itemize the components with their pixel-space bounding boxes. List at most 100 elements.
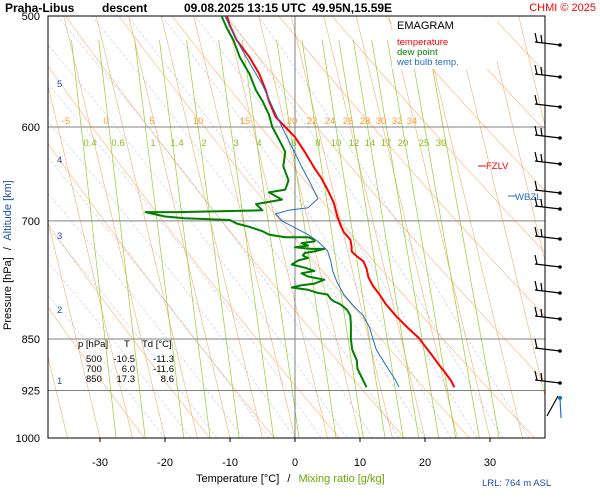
pressure-tick-label: 600 bbox=[22, 122, 40, 134]
dry-adiabat-line bbox=[48, 143, 275, 438]
values-table: p [hPa] T Td [°C] 500 -10.5 -11.3 700 6.… bbox=[78, 339, 174, 385]
moist-adiabat-line bbox=[48, 295, 166, 438]
sounding-temperature-line bbox=[225, 16, 456, 388]
isotherm-line bbox=[485, 16, 545, 262]
isotherm-line bbox=[225, 16, 328, 438]
isotherm-line bbox=[160, 16, 263, 438]
mixing-ratio-line bbox=[98, 39, 146, 438]
wind-barb-shaft bbox=[534, 235, 561, 240]
y-axis-title: Pressure [hPa] / Altitude [km] bbox=[2, 180, 14, 330]
wind-barb-shaft bbox=[534, 103, 561, 108]
isotherm-label: 24 bbox=[325, 116, 336, 127]
mixing-ratio-line bbox=[301, 39, 364, 438]
isotherm-line bbox=[388, 16, 491, 438]
table-cell: -11.6 bbox=[153, 364, 174, 375]
isotherm-line bbox=[258, 16, 361, 438]
wind-barb-dot bbox=[558, 317, 562, 321]
wind-barb-feather bbox=[540, 308, 543, 318]
wind-barb-feather bbox=[534, 254, 538, 265]
wind-barb-feather bbox=[534, 226, 538, 237]
isotherm-line bbox=[128, 16, 231, 438]
wind-barb-shaft bbox=[534, 73, 561, 78]
wind-barb-feather bbox=[534, 370, 538, 381]
legend-title: EMAGRAM bbox=[397, 20, 454, 32]
dry-adiabat-line bbox=[171, 16, 535, 438]
moist-adiabat-line bbox=[161, 16, 452, 438]
x-axis-separator: / bbox=[287, 473, 291, 485]
moist-adiabat-line bbox=[48, 227, 218, 438]
legend-box bbox=[392, 17, 497, 69]
wind-barb-feather bbox=[534, 32, 538, 43]
wind-barb-shaft bbox=[534, 134, 561, 139]
isotherm-label: 20 bbox=[287, 116, 298, 127]
wind-barb-dot bbox=[558, 105, 562, 109]
altitude-tick-label: 4 bbox=[57, 155, 62, 166]
x-tick-label: 10 bbox=[354, 457, 366, 469]
isotherm-label: 28 bbox=[360, 116, 371, 127]
isotherm-label: 10 bbox=[193, 116, 204, 127]
station-name: Praha-Libus bbox=[5, 1, 75, 15]
isotherm-line bbox=[518, 16, 545, 127]
x-tick-label: -30 bbox=[92, 457, 108, 469]
moist-adiabat-line bbox=[48, 121, 296, 438]
table-cell: 6.0 bbox=[122, 364, 135, 375]
legend-wet-bulb: wet bulb temp. bbox=[396, 57, 459, 68]
mixing-ratio-label: 2 bbox=[201, 138, 206, 149]
isotherm-line bbox=[420, 16, 523, 438]
mixing-ratio-line bbox=[276, 39, 337, 438]
wind-barb-feather bbox=[540, 228, 543, 238]
y-axis-separator: / bbox=[2, 246, 14, 250]
wind-barb-feather bbox=[534, 196, 538, 207]
pressure-tick-label: 1000 bbox=[16, 433, 40, 445]
x-axis-temp-label: Temperature [°C] bbox=[196, 473, 279, 485]
wbzl-label: WBZL bbox=[515, 192, 541, 203]
isotherm-label: 34 bbox=[407, 116, 418, 127]
wind-barb-feather bbox=[534, 125, 538, 136]
wind-barb-shaft bbox=[534, 41, 561, 46]
mixing-ratio-line bbox=[352, 39, 420, 438]
moist-adiabat-line bbox=[48, 83, 322, 438]
plot-frame bbox=[47, 15, 546, 439]
dry-adiabat-line bbox=[278, 16, 545, 317]
isotherm-label: 5 bbox=[149, 116, 154, 127]
wind-barb-shaft bbox=[534, 189, 561, 194]
dry-adiabat-line bbox=[118, 16, 470, 438]
wind-barb-dot bbox=[558, 162, 562, 166]
wind-barb-dot bbox=[558, 207, 562, 211]
isotherm-label: 30 bbox=[376, 116, 387, 127]
wind-barb-feather bbox=[534, 151, 538, 162]
table-cell: 700 bbox=[86, 364, 102, 375]
wind-barb-dot bbox=[558, 43, 562, 47]
moist-adiabat-line bbox=[57, 16, 374, 438]
isotherm-label: 32 bbox=[392, 116, 403, 127]
x-tick-label: 20 bbox=[419, 457, 431, 469]
wind-barb-shaft bbox=[534, 289, 561, 294]
wind-barb-dot bbox=[558, 291, 562, 295]
mixing-ratio-label: 17 bbox=[381, 138, 392, 149]
credit: CHMI © 2025 bbox=[529, 2, 596, 14]
mixing-ratio-label: 20 bbox=[398, 138, 409, 149]
wind-barb-shaft bbox=[534, 160, 561, 165]
wind-barb-feather bbox=[534, 64, 538, 75]
isotherm-line bbox=[551, 16, 600, 438]
dry-adiabat-line bbox=[438, 16, 545, 132]
altitude-tick-label: 3 bbox=[57, 231, 62, 242]
x-tick-label: 30 bbox=[484, 457, 496, 469]
wind-barb-dot bbox=[558, 191, 562, 195]
wind-barb-feather bbox=[540, 153, 543, 163]
x-tick-label: -20 bbox=[157, 457, 173, 469]
moist-adiabat-line bbox=[257, 16, 530, 438]
moist-adiabat-line bbox=[126, 16, 426, 438]
wind-barb-shaft bbox=[534, 263, 561, 268]
altitude-tick-label: 5 bbox=[57, 79, 62, 90]
wind-barb-dot bbox=[558, 381, 562, 385]
sounding-location: 49.95N,15.59E bbox=[312, 1, 392, 15]
wind-barb-shaft bbox=[534, 379, 561, 384]
wind-barb-dot bbox=[558, 265, 562, 269]
table-header-td: Td [°C] bbox=[142, 339, 172, 350]
isotherm-label: 0 bbox=[103, 116, 108, 127]
sounding-wet-bulb-temp-line bbox=[224, 16, 400, 388]
table-header-t: T bbox=[124, 339, 130, 350]
wind-barb-shaft bbox=[559, 397, 562, 419]
x-axis-mixing-label: Mixing ratio [g/kg] bbox=[298, 473, 384, 485]
